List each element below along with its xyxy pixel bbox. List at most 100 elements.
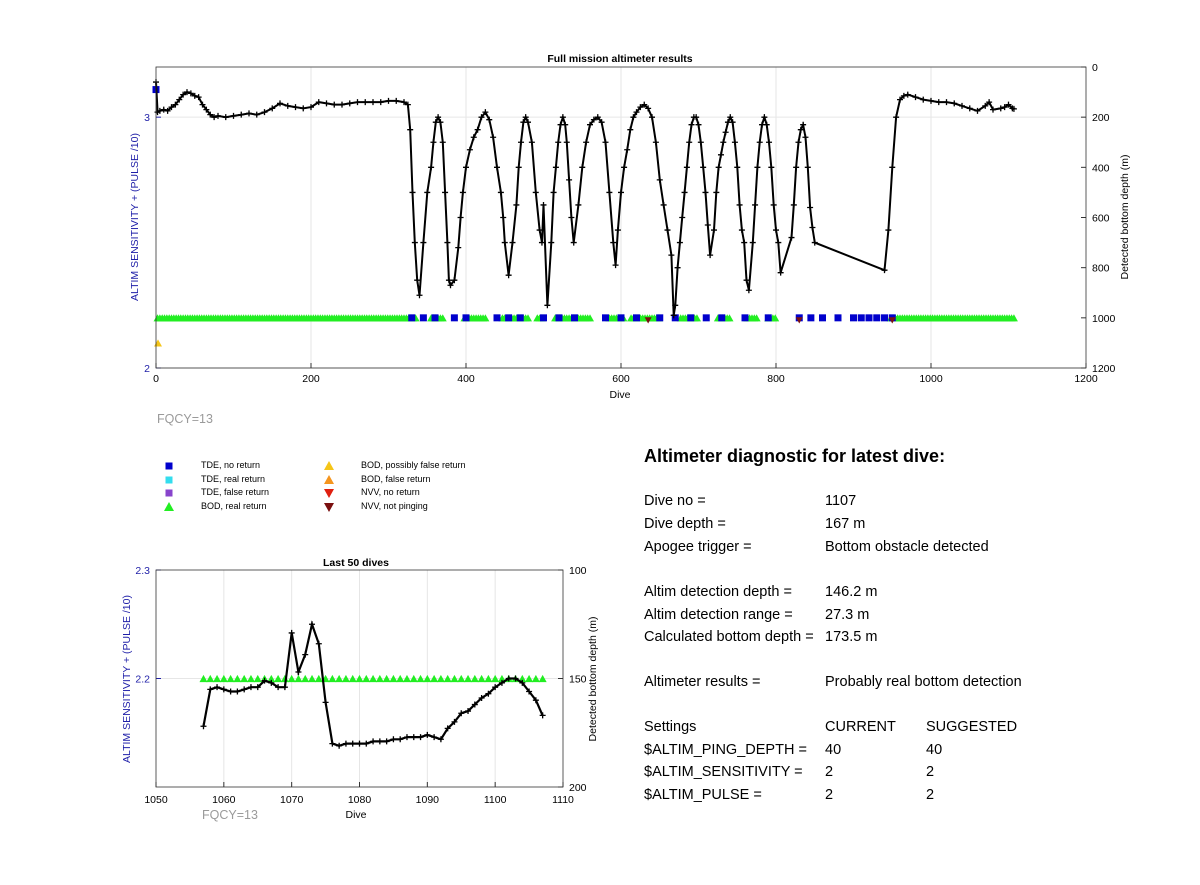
tde-no-return-marker bbox=[850, 314, 857, 322]
depth-point-marker bbox=[500, 214, 507, 221]
depth-point-marker bbox=[315, 99, 322, 106]
depth-point-marker bbox=[424, 731, 431, 738]
depth-point-marker bbox=[486, 116, 493, 123]
depth-point-marker bbox=[466, 146, 473, 153]
calc-depth-label: Calculated bottom depth = bbox=[644, 629, 814, 645]
depth-point-marker bbox=[424, 189, 431, 196]
depth-point-marker bbox=[420, 239, 427, 246]
bod-real-return-marker bbox=[423, 674, 432, 683]
depth-point-marker bbox=[897, 96, 903, 103]
depth-point-marker bbox=[770, 201, 777, 208]
depth-point-marker bbox=[743, 277, 750, 284]
depth-point-marker bbox=[156, 107, 163, 114]
tde-no-return-marker bbox=[617, 314, 625, 322]
depth-point-marker bbox=[672, 302, 679, 309]
bod-real-return-marker bbox=[402, 674, 411, 683]
depth-point-marker bbox=[722, 129, 729, 136]
depth-point-marker bbox=[754, 164, 761, 171]
depth-point-marker bbox=[254, 684, 261, 691]
depth-point-marker bbox=[437, 736, 444, 743]
bod-real-return-marker bbox=[287, 674, 296, 683]
depth-point-marker bbox=[292, 104, 299, 111]
bod-real-return-marker bbox=[206, 674, 215, 683]
altim-range-label: Altim detection range = bbox=[644, 607, 793, 623]
tde-no-return-marker bbox=[656, 314, 664, 322]
depth-point-marker bbox=[532, 189, 539, 196]
y-left-tick-label: 2.2 bbox=[135, 674, 150, 686]
dive-no-label: Dive no = bbox=[644, 493, 706, 509]
depth-point-marker bbox=[501, 239, 508, 246]
depth-point-marker bbox=[346, 100, 353, 107]
depth-point-marker bbox=[649, 114, 655, 121]
depth-point-marker bbox=[686, 139, 693, 146]
legend-square-icon bbox=[165, 462, 173, 470]
depth-point-marker bbox=[261, 677, 268, 684]
legend-label: TDE, no return bbox=[201, 460, 261, 470]
depth-point-marker bbox=[920, 96, 927, 103]
depth-point-marker bbox=[695, 121, 702, 128]
depth-point-marker bbox=[727, 114, 734, 121]
depth-point-marker bbox=[679, 214, 686, 221]
depth-point-marker bbox=[700, 164, 707, 171]
setting-suggested: 2 bbox=[926, 764, 935, 780]
bod-real-return-marker bbox=[430, 674, 439, 683]
bod-real-return-marker bbox=[409, 674, 418, 683]
depth-point-marker bbox=[1005, 101, 1012, 108]
x-tick-label: 800 bbox=[767, 373, 785, 385]
depth-point-marker bbox=[893, 114, 900, 121]
depth-point-marker bbox=[525, 119, 531, 126]
legend-square-icon bbox=[165, 476, 173, 484]
depth-point-marker bbox=[309, 621, 316, 628]
x-tick-label: 1050 bbox=[144, 794, 168, 806]
depth-point-marker bbox=[943, 99, 950, 106]
top-chart-xlabel: Dive bbox=[609, 389, 630, 401]
depth-point-marker bbox=[515, 164, 522, 171]
bod-real-return-marker bbox=[301, 674, 310, 683]
depth-point-marker bbox=[522, 114, 529, 121]
dive-depth-value: 167 m bbox=[825, 516, 866, 532]
tde-no-return-marker bbox=[516, 314, 524, 322]
depth-point-marker bbox=[904, 91, 911, 98]
depth-point-marker bbox=[377, 99, 384, 106]
tde-no-return-marker bbox=[718, 314, 726, 322]
depth-point-marker bbox=[180, 91, 187, 98]
depth-point-marker bbox=[498, 679, 505, 686]
depth-point-marker bbox=[403, 734, 410, 741]
legend-triangle-down-icon bbox=[324, 503, 334, 512]
bod-real-return-marker bbox=[396, 674, 405, 683]
y-right-tick-label: 100 bbox=[569, 565, 587, 577]
suggested-header: SUGGESTED bbox=[926, 719, 1018, 735]
depth-point-marker bbox=[704, 222, 711, 229]
tde-no-return-marker bbox=[571, 314, 578, 322]
setting-suggested: 40 bbox=[926, 742, 943, 758]
depth-point-marker bbox=[775, 239, 782, 246]
tde-no-return-marker bbox=[857, 314, 865, 322]
x-tick-label: 200 bbox=[302, 373, 320, 385]
bod-real-return-marker bbox=[484, 674, 493, 683]
full-mission-chart: Full mission altimeter results Dive ALTI… bbox=[129, 53, 1131, 401]
depth-point-marker bbox=[881, 267, 888, 274]
bod-real-return-marker bbox=[335, 674, 344, 683]
depth-point-marker bbox=[447, 282, 454, 289]
y-left-tick-label: 2.3 bbox=[135, 565, 150, 577]
depth-point-marker bbox=[513, 201, 520, 208]
depth-point-marker bbox=[407, 126, 414, 133]
depth-point-marker bbox=[734, 164, 741, 171]
depth-point-marker bbox=[587, 121, 593, 128]
bod-real-return-marker bbox=[524, 314, 532, 322]
setting-current: 2 bbox=[825, 787, 834, 803]
depth-point-marker bbox=[566, 176, 573, 183]
bod-real-return-marker bbox=[382, 674, 391, 683]
depth-point-marker bbox=[544, 302, 551, 309]
depth-point-marker bbox=[790, 201, 797, 208]
depth-point-marker bbox=[308, 104, 314, 111]
depth-point-marker bbox=[356, 740, 363, 747]
depth-point-marker bbox=[997, 105, 1004, 112]
depth-point-marker bbox=[288, 629, 295, 636]
depth-point-marker bbox=[928, 97, 934, 104]
depth-point-marker bbox=[539, 712, 546, 719]
nvv-not-pinging-marker bbox=[888, 317, 896, 324]
depth-point-marker bbox=[624, 146, 631, 153]
bod-real-return-marker bbox=[531, 674, 540, 683]
tde-no-return-marker bbox=[431, 314, 439, 322]
